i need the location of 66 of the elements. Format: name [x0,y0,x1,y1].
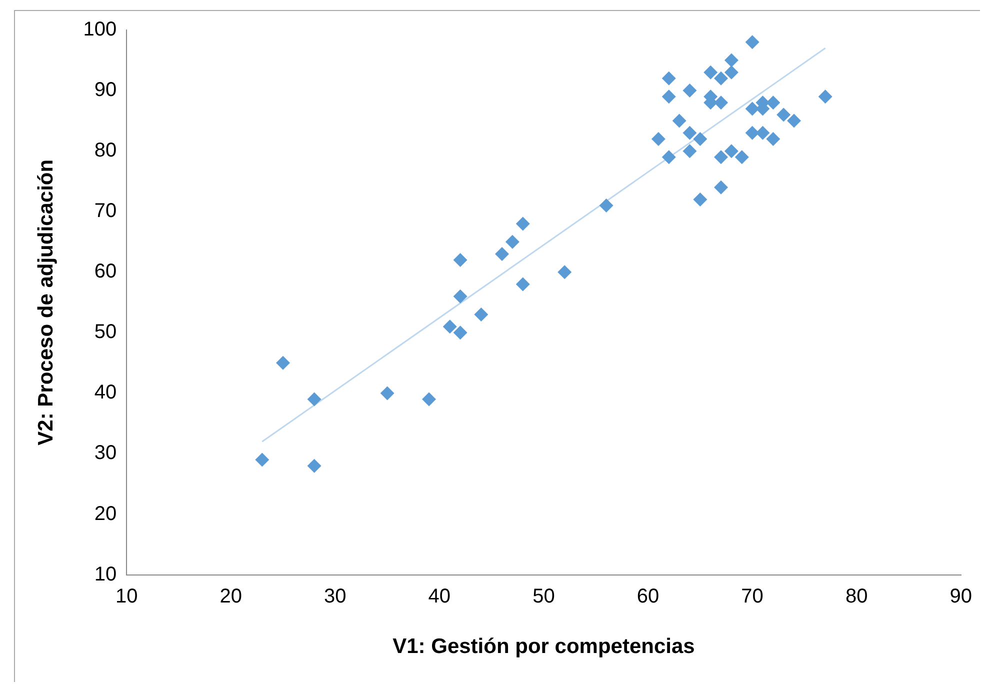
point [704,65,718,80]
point [682,126,697,140]
point [453,289,468,304]
y-tick-label: 50 [94,321,117,344]
y-tick-label: 60 [94,260,117,283]
point [693,132,708,146]
point [714,71,728,86]
point [766,96,780,110]
x-tick-label: 80 [845,585,868,608]
point [745,35,760,50]
point [714,180,728,194]
x-tick-label: 10 [115,585,138,608]
x-tick-label: 70 [741,585,764,608]
point [453,326,468,340]
point [818,90,832,104]
point [734,150,749,164]
point [776,108,791,122]
point [516,277,530,292]
point [766,132,780,146]
point [453,253,468,268]
point [307,392,322,406]
point [693,192,708,206]
point [380,386,394,400]
point [276,356,290,370]
y-tick-label: 40 [94,382,117,404]
y-tick-label: 10 [94,563,117,586]
y-tick-label: 90 [94,79,117,102]
point [442,320,457,334]
point [682,84,697,98]
x-tick-label: 60 [636,585,660,608]
point [495,246,510,261]
point [745,102,760,116]
point [724,144,738,158]
point [599,198,614,213]
y-tick-label: 80 [94,140,117,162]
point [724,53,738,68]
point [662,150,676,164]
x-tick-label: 30 [324,585,346,608]
point [651,132,666,146]
x-tick-label: 40 [428,585,451,608]
y-tick-label: 70 [94,200,117,222]
point [474,308,488,322]
x-tick-label: 90 [950,585,972,608]
point [255,452,270,467]
point [662,90,676,104]
point [672,114,686,128]
x-axis-title: V1: Gestión por competencias [392,635,695,658]
point [745,126,760,140]
point [714,96,728,110]
y-tick-label: 100 [83,18,117,41]
x-tick-label: 50 [532,585,555,608]
point [724,65,738,80]
point [505,234,520,249]
point [714,150,728,164]
point [558,265,572,280]
y-tick-label: 30 [94,442,117,464]
point [307,458,322,473]
point [787,114,802,128]
y-axis-title: V2: Proceso de adjudicación [34,159,58,446]
point [422,392,436,406]
point [662,71,676,86]
y-tick-label: 20 [94,502,117,525]
x-tick-label: 20 [220,585,242,608]
point [756,126,770,140]
point [682,144,697,158]
point [516,216,530,231]
